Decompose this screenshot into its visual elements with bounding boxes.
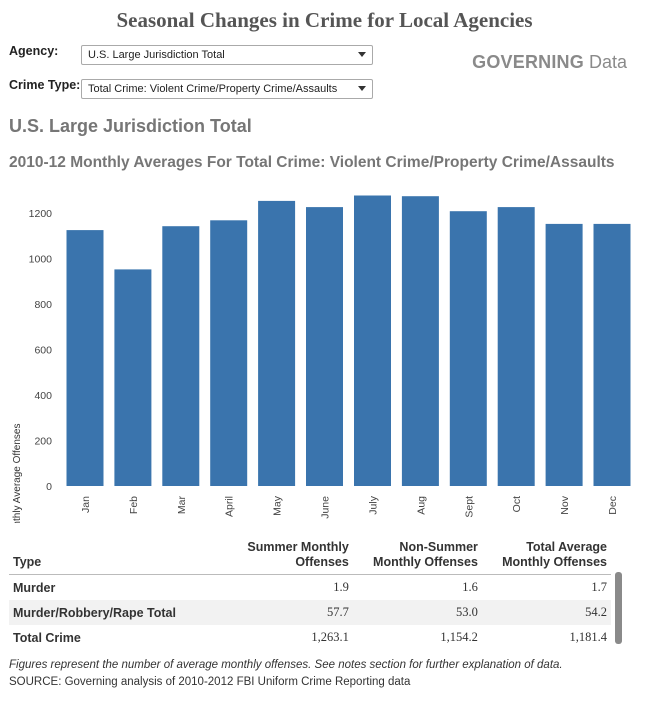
row-total: 1.7 (591, 580, 607, 594)
x-tick-label: Mar (176, 496, 188, 515)
x-tick-label: Feb (128, 496, 140, 514)
y-tick-label: 800 (34, 299, 52, 311)
header-nonsummer-line2: Monthly Offenses (373, 555, 478, 569)
x-tick-label: Nov (559, 495, 571, 514)
chart-title: 2010-12 Monthly Averages For Total Crime… (9, 154, 615, 171)
x-tick-label: Oct (511, 496, 523, 512)
y-tick-label: 0 (46, 481, 52, 493)
header-total-line1: Total Average (526, 540, 607, 554)
bars-group (66, 195, 631, 487)
header-summer: Summer Monthly Offenses (213, 534, 353, 575)
footnote: Figures represent the number of average … (9, 659, 563, 671)
x-tick-label: Aug (415, 496, 427, 515)
bar-jan[interactable] (66, 230, 104, 486)
y-axis-label: Monthly Average Offenses (12, 424, 23, 523)
bar-mar[interactable] (162, 226, 200, 486)
crime-type-select[interactable]: Total Crime: Violent Crime/Property Crim… (81, 79, 373, 99)
crime-type-select-value: Total Crime: Violent Crime/Property Crim… (88, 83, 338, 95)
agency-label: Agency: (9, 44, 59, 58)
row-summer: 1,263.1 (311, 630, 349, 644)
header-nonsummer: Non-Summer Monthly Offenses (353, 534, 482, 575)
crime-type-label: Crime Type: (9, 78, 81, 92)
row-type: Total Crime (13, 630, 81, 645)
source-note: SOURCE: Governing analysis of 2010-2012 … (9, 676, 411, 688)
header-summer-line1: Summer Monthly (247, 540, 349, 554)
table-header-row: Type Summer Monthly Offenses Non-Summer … (9, 534, 611, 575)
y-tick-label: 1000 (29, 254, 53, 266)
governing-data-logo: GOVERNING Data (472, 52, 627, 73)
header-type: Type (13, 555, 42, 569)
bar-nov[interactable] (545, 223, 583, 486)
x-tick-label: June (320, 496, 332, 519)
agency-select-value: U.S. Large Jurisdiction Total (88, 49, 225, 61)
y-tick-label: 1200 (29, 208, 53, 220)
x-axis: Jan Feb Mar April May June July Aug Sept Oct Nov De… (80, 495, 619, 519)
table-row: Total Crime 1,263.1 1,154.2 1,181.4 (9, 625, 611, 650)
logo-bold-text: GOVERNING (472, 52, 584, 72)
bar-july[interactable] (354, 195, 391, 487)
bar-aug[interactable] (401, 196, 439, 486)
header-summer-line2: Offenses (295, 555, 349, 569)
x-tick-label: Sept (463, 496, 475, 518)
x-tick-label: Jan (80, 496, 92, 513)
x-tick-label: Dec (607, 496, 619, 515)
table-row: Murder 1.9 1.6 1.7 (9, 575, 611, 601)
y-tick-label: 600 (34, 345, 52, 357)
y-axis: 0 200 400 600 800 1000 1200 (29, 208, 53, 493)
agency-select[interactable]: U.S. Large Jurisdiction Total (81, 45, 373, 65)
bar-june[interactable] (306, 207, 343, 486)
row-nonsummer: 1.6 (462, 580, 478, 594)
header-total-line2: Monthly Offenses (502, 555, 607, 569)
jurisdiction-heading: U.S. Large Jurisdiction Total (9, 116, 252, 136)
bar-dec[interactable] (593, 223, 631, 486)
header-total: Total Average Monthly Offenses (482, 534, 611, 575)
row-total: 1,181.4 (569, 630, 608, 644)
x-tick-label: May (272, 495, 284, 516)
row-type: Murder (13, 580, 56, 595)
bar-may[interactable] (258, 200, 296, 486)
row-nonsummer: 1,154.2 (440, 630, 478, 644)
row-summer: 1.9 (333, 580, 349, 594)
row-total: 54.2 (585, 605, 607, 619)
summary-table: Type Summer Monthly Offenses Non-Summer … (9, 534, 611, 650)
y-tick-label: 200 (34, 436, 52, 448)
x-tick-label: April (224, 496, 236, 517)
bar-oct[interactable] (497, 207, 535, 486)
x-tick-label: July (367, 495, 379, 514)
bar-feb[interactable] (114, 269, 152, 486)
row-nonsummer: 53.0 (456, 605, 478, 619)
logo-light-text: Data (588, 52, 627, 72)
chevron-down-icon (358, 52, 366, 57)
row-type: Murder/Robbery/Rape Total (13, 605, 176, 620)
table-row: Murder/Robbery/Rape Total 57.7 53.0 54.2 (9, 600, 611, 625)
chevron-down-icon (358, 86, 366, 91)
header-nonsummer-line1: Non-Summer (399, 540, 478, 554)
page-title: Seasonal Changes in Crime for Local Agen… (116, 8, 533, 32)
y-tick-label: 400 (34, 390, 52, 402)
bar-april[interactable] (210, 220, 248, 487)
table-scrollbar[interactable] (615, 572, 622, 644)
bar-sept[interactable] (449, 211, 487, 486)
row-summer: 57.7 (326, 605, 349, 619)
